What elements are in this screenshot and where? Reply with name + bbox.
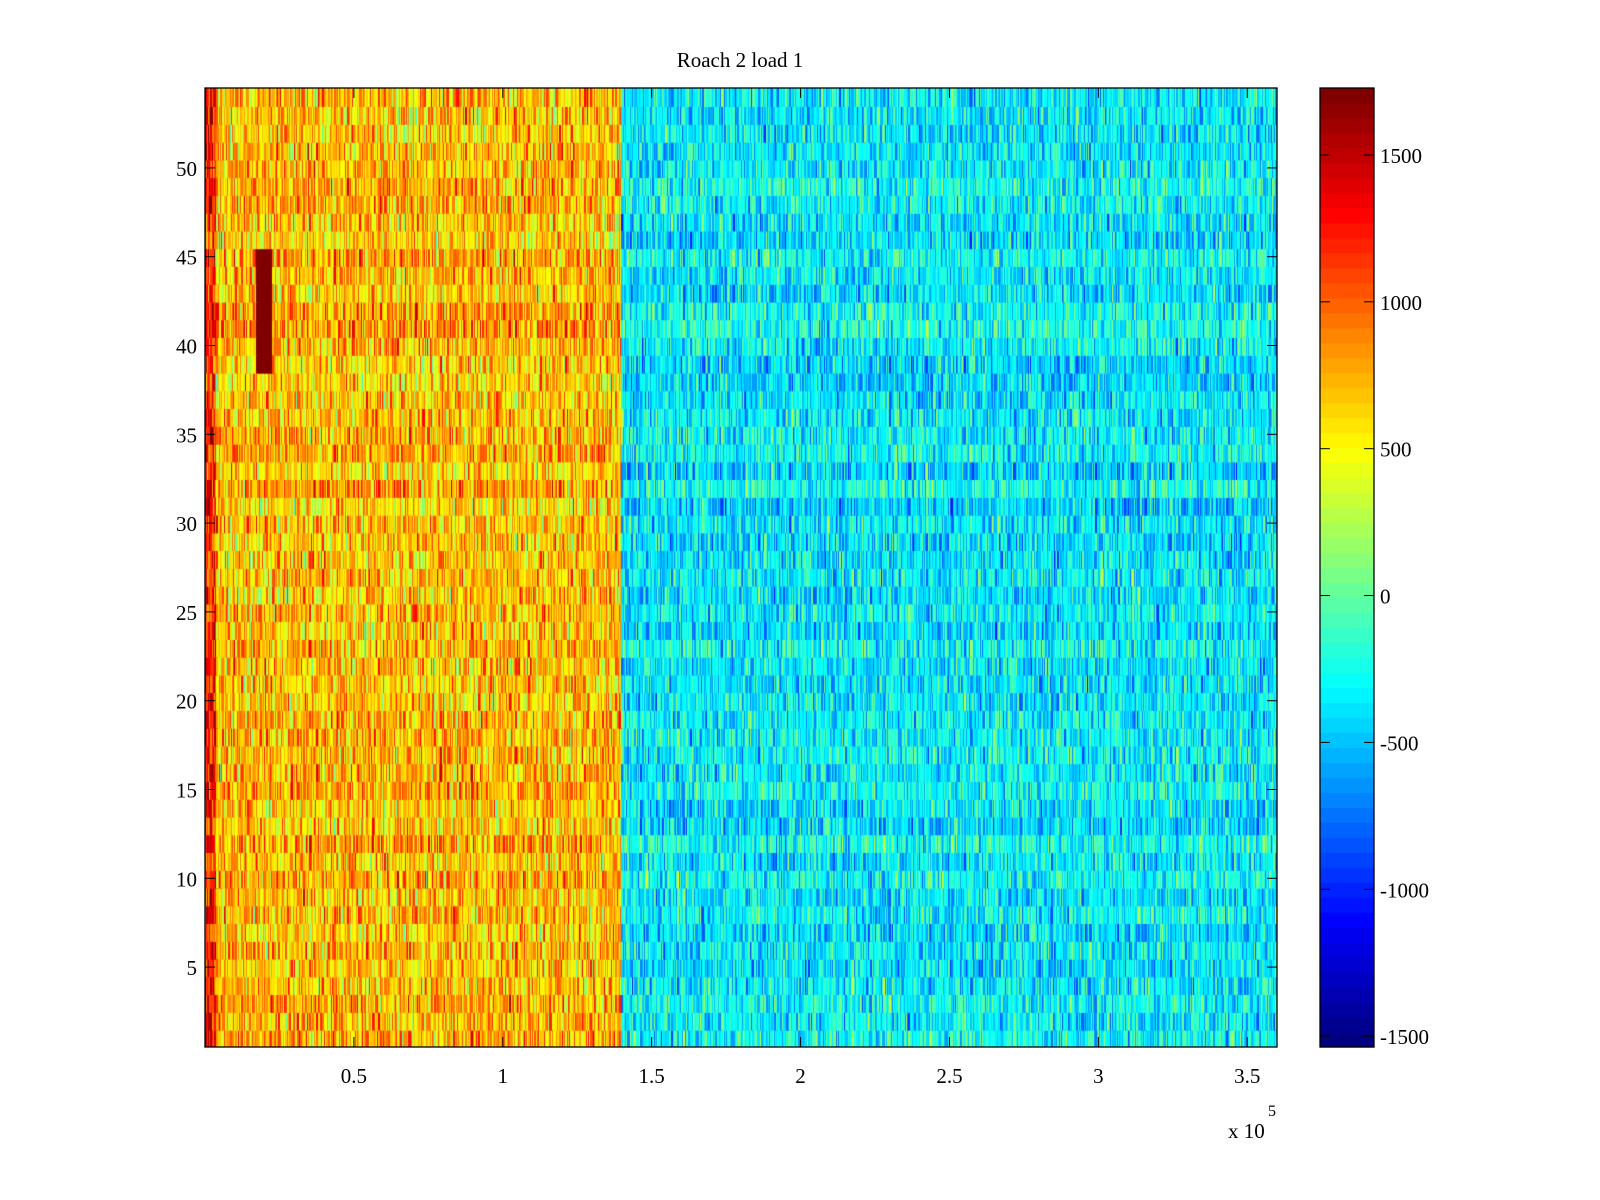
colorbar-segment <box>1320 927 1374 943</box>
colorbar-segment <box>1320 132 1374 149</box>
axes-box <box>204 87 1278 1048</box>
y-tick-label: 25 <box>176 601 197 625</box>
colorbar-tick-label: -1000 <box>1380 878 1429 902</box>
colorbar-segment <box>1320 972 1374 988</box>
colorbar-segment <box>1320 327 1374 344</box>
colorbar-segment <box>1320 1032 1374 1048</box>
colorbar-segment <box>1320 507 1374 524</box>
colorbar-tick-label: 500 <box>1380 438 1412 462</box>
y-tick-label: 30 <box>176 512 197 536</box>
colorbar-segment <box>1320 177 1374 194</box>
colorbar-segment <box>1320 732 1374 748</box>
colorbar-segment <box>1320 912 1374 928</box>
y-tick-label: 35 <box>176 423 197 447</box>
x-tick-label: 3 <box>1093 1064 1104 1088</box>
colorbar-segment <box>1320 837 1374 853</box>
x-tick-label: 2.5 <box>936 1064 962 1088</box>
colorbar-segment <box>1320 312 1374 329</box>
colorbar-segment <box>1320 612 1374 629</box>
y-tick-label: 45 <box>176 246 197 270</box>
colorbar-segment <box>1320 642 1374 659</box>
colorbar-segment <box>1320 942 1374 958</box>
colorbar-segment <box>1320 717 1374 733</box>
colorbar-segment <box>1320 537 1374 554</box>
colorbar-segment <box>1320 567 1374 584</box>
y-tick-label: 10 <box>176 867 197 891</box>
colorbar-segment <box>1320 687 1374 703</box>
colorbar-segment <box>1320 702 1374 718</box>
colorbar-segment <box>1320 822 1374 838</box>
colorbar-segment <box>1320 267 1374 284</box>
colorbar-segment <box>1320 432 1374 449</box>
colorbar-segment <box>1320 282 1374 299</box>
colorbar-segment <box>1320 372 1374 389</box>
colorbar-segment <box>1320 582 1374 599</box>
colorbar-tick-label: 0 <box>1380 585 1391 609</box>
colorbar-segment <box>1320 597 1374 614</box>
x-exponent: 5 <box>1268 1103 1276 1120</box>
colorbar-segment <box>1320 882 1374 898</box>
colorbar-segment <box>1320 657 1374 673</box>
colorbar-segment <box>1320 387 1374 404</box>
colorbar-tick-label: -500 <box>1380 731 1419 755</box>
colorbar-tick-label: 1500 <box>1380 144 1422 168</box>
x-exponent-label: x 10 <box>1228 1119 1265 1143</box>
colorbar-tick-label: -1500 <box>1380 1025 1429 1049</box>
colorbar-segment <box>1320 897 1374 913</box>
colorbar-segment <box>1320 207 1374 224</box>
y-tick-label: 20 <box>176 690 197 714</box>
colorbar-segment <box>1320 627 1374 644</box>
colorbar-segment <box>1320 447 1374 464</box>
colorbar-segment <box>1320 807 1374 823</box>
colorbar-segment <box>1320 852 1374 868</box>
colorbar-segment <box>1320 792 1374 808</box>
colorbar-segment <box>1320 522 1374 539</box>
colorbar-segment <box>1320 222 1374 239</box>
colorbar-segment <box>1320 402 1374 419</box>
x-tick-label: 0.5 <box>341 1064 367 1088</box>
colorbar-segment <box>1320 162 1374 179</box>
y-tick-label: 50 <box>176 157 197 181</box>
x-tick-label: 2 <box>795 1064 806 1088</box>
colorbar-segment <box>1320 987 1374 1003</box>
colorbar-segment <box>1320 1017 1374 1033</box>
x-tick-label: 1 <box>498 1064 509 1088</box>
y-tick-label: 15 <box>176 778 197 802</box>
y-tick-label: 40 <box>176 335 197 359</box>
x-tick-label: 1.5 <box>639 1064 665 1088</box>
colorbar-segment <box>1320 1002 1374 1018</box>
colorbar-segment <box>1320 492 1374 509</box>
colorbar-segment <box>1320 252 1374 269</box>
colorbar-segment <box>1320 867 1374 883</box>
colorbar-segment <box>1320 88 1374 104</box>
colorbar-segment <box>1320 102 1374 119</box>
x-tick-label: 3.5 <box>1234 1064 1260 1088</box>
colorbar-segment <box>1320 147 1374 164</box>
colorbar-segment <box>1320 747 1374 763</box>
colorbar-segment <box>1320 117 1374 134</box>
colorbar-segment <box>1320 342 1374 359</box>
chart-title: Roach 2 load 1 <box>677 48 804 72</box>
colorbar-segment <box>1320 192 1374 209</box>
colorbar-segment <box>1320 297 1374 314</box>
colorbar-segment <box>1320 417 1374 434</box>
colorbar-segment <box>1320 672 1374 688</box>
y-tick-label: 5 <box>187 956 198 980</box>
colorbar-segment <box>1320 777 1374 793</box>
colorbar-segment <box>1320 462 1374 479</box>
colorbar-segment <box>1320 762 1374 778</box>
colorbar-segment <box>1320 957 1374 973</box>
colorbar-segment <box>1320 237 1374 254</box>
colorbar-box <box>1319 87 1375 1048</box>
colorbar-segment <box>1320 477 1374 494</box>
colorbar-segment <box>1320 357 1374 374</box>
colorbar-tick-label: 1000 <box>1380 291 1422 315</box>
colorbar-segment <box>1320 552 1374 569</box>
heatmap-image <box>205 88 1277 1047</box>
